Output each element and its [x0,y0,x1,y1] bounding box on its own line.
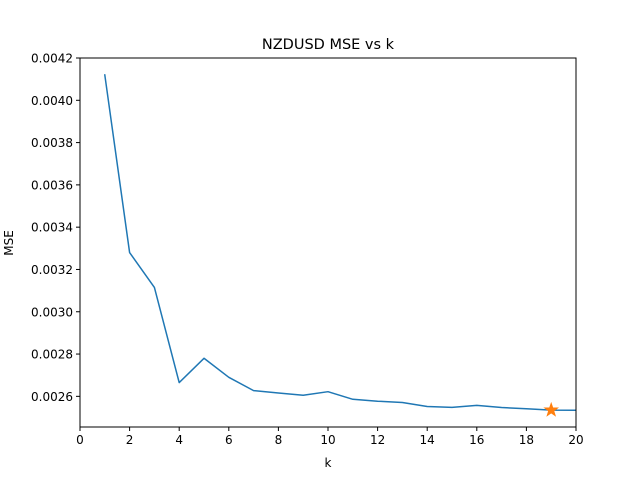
min-point-star-marker [543,401,560,417]
plot-area [103,74,576,412]
series-line [103,74,576,412]
x-tick-label: 20 [568,433,583,447]
y-tick-label: 0.0040 [31,94,73,108]
y-tick-label: 0.0026 [31,390,73,404]
x-tick-label: 12 [370,433,385,447]
x-axis: 0 2 4 6 8 10 12 14 16 18 20 [76,427,584,447]
x-axis-label: k [325,456,332,470]
y-tick-label: 0.0038 [31,136,73,150]
x-tick-label: 4 [175,433,183,447]
y-tick-label: 0.0042 [31,52,73,66]
chart-title: NZDUSD MSE vs k [262,37,395,53]
x-tick-label: 6 [225,433,233,447]
y-tick-label: 0.0032 [31,263,73,277]
x-tick-label: 2 [126,433,134,447]
y-tick-label: 0.0034 [31,221,73,235]
x-tick-label: 10 [320,433,335,447]
y-axis-label: MSE [2,230,16,256]
y-tick-label: 0.0028 [31,348,73,362]
y-tick-label: 0.0030 [31,305,73,319]
x-tick-label: 14 [420,433,435,447]
x-tick-label: 18 [519,433,534,447]
y-tick-label: 0.0036 [31,178,73,192]
y-axis: 0.0026 0.0028 0.0030 0.0032 0.0034 0.0036 0.00… [31,52,80,404]
x-tick-label: 16 [469,433,484,447]
x-tick-label: 8 [275,433,283,447]
x-tick-label: 0 [76,433,84,447]
